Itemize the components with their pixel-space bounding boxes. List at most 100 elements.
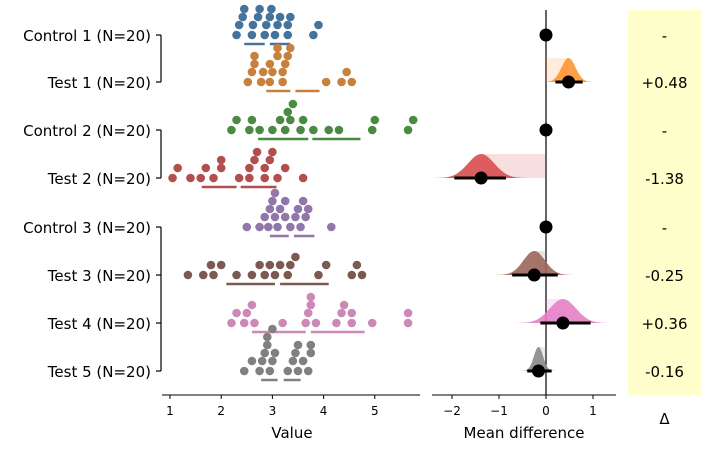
data-point [232, 115, 241, 125]
data-point [247, 356, 257, 366]
data-point [314, 20, 323, 30]
data-point [183, 270, 193, 280]
data-point [298, 115, 308, 125]
x-tick-label: 3 [269, 404, 277, 418]
data-point [250, 318, 259, 328]
data-point [298, 196, 308, 206]
delta-value: +0.48 [642, 74, 688, 92]
data-point [275, 204, 285, 214]
group-label: Control 1 (N=20) [23, 27, 151, 45]
data-point [334, 125, 344, 135]
data-point [291, 212, 300, 222]
data-point [352, 260, 362, 270]
data-point [342, 67, 351, 77]
forest-panel: −2 −1 0 1 Mean difference [428, 10, 616, 442]
data-point [286, 222, 295, 232]
data-point [283, 366, 293, 376]
mean-difference-point [531, 364, 545, 378]
data-point [258, 67, 268, 77]
bootstrap-distribution [540, 58, 597, 82]
mean-difference-point [527, 268, 541, 282]
data-point [337, 308, 346, 318]
delta-table-panel: - +0.48 - -1.38 - -0.25 +0.36 -0.16 Δ [628, 10, 701, 428]
data-point [216, 260, 226, 270]
data-point [326, 222, 336, 232]
data-point [303, 308, 313, 318]
data-point [265, 204, 275, 214]
data-point [227, 125, 236, 135]
data-point [280, 212, 290, 222]
bootstrap-distribution [519, 347, 558, 371]
data-point [321, 77, 331, 87]
mean-difference-point [556, 316, 570, 330]
delta-value: -0.25 [645, 267, 684, 285]
data-point [206, 260, 216, 270]
data-point [262, 340, 272, 350]
data-point [255, 222, 264, 232]
data-point [250, 51, 259, 61]
delta-value: +0.36 [642, 315, 688, 333]
data-point [247, 30, 257, 40]
mean-difference-point [562, 75, 576, 89]
data-point [273, 20, 282, 30]
data-point [268, 324, 277, 334]
data-point [186, 173, 195, 183]
data-point [293, 204, 303, 214]
data-point [232, 270, 241, 280]
data-point [173, 163, 182, 173]
data-point [234, 173, 244, 183]
data-point [260, 270, 270, 280]
data-point [275, 115, 285, 125]
data-point [286, 115, 295, 125]
data-point [275, 260, 285, 270]
data-point [265, 260, 275, 270]
data-point [227, 318, 236, 328]
data-point [255, 366, 264, 376]
data-point [268, 147, 277, 157]
data-point [248, 20, 258, 30]
data-point [239, 4, 249, 14]
data-point [296, 125, 305, 135]
group-label: Test 2 (N=20) [47, 170, 151, 188]
data-point [332, 318, 341, 328]
data-point [270, 348, 280, 358]
data-point [270, 30, 280, 40]
reference-point [539, 123, 553, 137]
data-point [309, 125, 318, 135]
group-label: Test 4 (N=20) [47, 315, 151, 333]
data-point [260, 173, 270, 183]
data-point [306, 348, 316, 358]
data-point [298, 356, 308, 366]
data-point [268, 67, 277, 77]
data-point [273, 51, 282, 61]
data-point [273, 43, 282, 53]
data-point [250, 155, 259, 165]
data-point [268, 125, 277, 135]
data-point [216, 155, 226, 165]
x-axis-label: Value [271, 424, 312, 442]
data-point [256, 77, 266, 87]
data-point [267, 4, 276, 14]
data-point [247, 67, 257, 77]
data-point [291, 348, 300, 358]
delta-value: -1.38 [645, 170, 684, 188]
data-point [260, 30, 270, 40]
data-point [257, 356, 267, 366]
group-label: Control 3 (N=20) [23, 219, 151, 237]
data-point [264, 222, 273, 232]
delta-value: - [662, 27, 667, 45]
data-point [306, 300, 316, 310]
data-point [270, 270, 280, 280]
data-point [239, 366, 249, 376]
data-point [245, 163, 254, 173]
data-point [245, 125, 254, 135]
data-point [232, 308, 241, 318]
data-point [283, 51, 293, 61]
x-tick-label: −1 [490, 404, 508, 418]
data-point [283, 20, 293, 30]
data-point [367, 125, 377, 135]
bootstrap-distribution [510, 299, 616, 323]
data-point [339, 300, 349, 310]
group-label: Test 3 (N=20) [47, 267, 151, 285]
